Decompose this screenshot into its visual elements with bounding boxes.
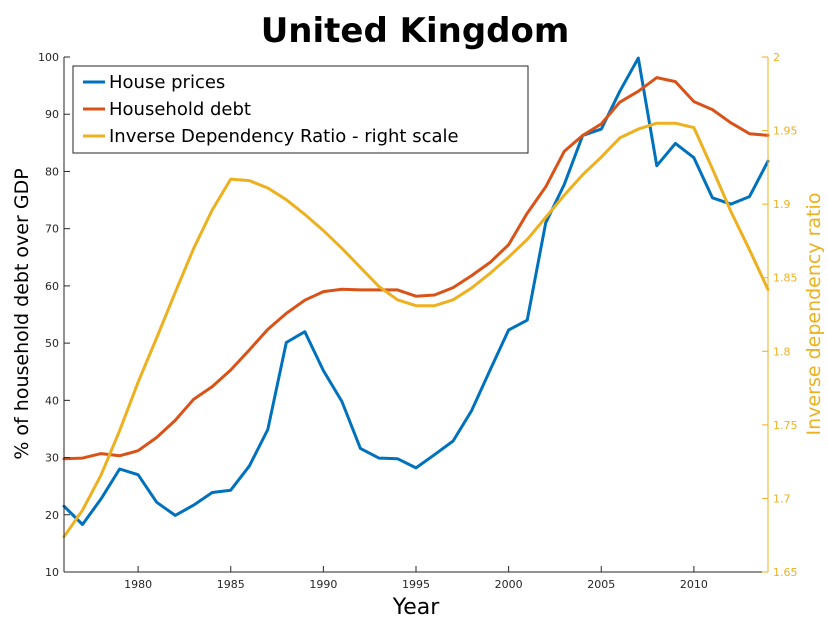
y-tick-label-left: 100 [38, 51, 59, 64]
y-tick-label-left: 40 [45, 394, 59, 407]
x-tick-label: 2000 [495, 578, 523, 591]
y-tick-label-left: 20 [45, 509, 59, 522]
y-tick-label-right: 1.9 [773, 198, 791, 211]
x-tick-label: 2005 [587, 578, 615, 591]
y-tick-label-left: 90 [45, 108, 59, 121]
y-tick-label-left: 30 [45, 452, 59, 465]
x-tick-label: 1980 [124, 578, 152, 591]
axes [63, 56, 769, 573]
y-tick-label-right: 1.75 [773, 419, 798, 432]
tick-labels: 1980 1985 1990 1995 2000 2005 2010102030405060… [38, 51, 798, 591]
x-tick-label: 1985 [217, 578, 245, 591]
legend-label-0: House prices [109, 72, 225, 93]
chart-title: United Kingdom [261, 11, 570, 51]
legend-label-1: Household debt [109, 99, 251, 120]
y-tick-label-right: 1.85 [773, 272, 798, 285]
x-tick-label: 1990 [309, 578, 337, 591]
y-tick-label-left: 80 [45, 165, 59, 178]
x-axis-label: Year [392, 595, 441, 620]
series-lines [62, 56, 770, 539]
y-tick-label-right: 1.8 [773, 345, 791, 358]
y-tick-label-left: 60 [45, 280, 59, 293]
series-line-2 [62, 121, 770, 539]
y-axis-label-left: % of household debt over GDP [11, 168, 33, 459]
y-tick-label-left: 50 [45, 337, 59, 350]
legend-box [72, 65, 529, 154]
y-tick-label-right: 2 [773, 51, 780, 64]
x-tick-label: 1995 [402, 578, 430, 591]
y-tick-label-left: 70 [45, 223, 59, 236]
legend-label-2: Inverse Dependency Ratio - right scale [109, 126, 459, 147]
y-tick-label-right: 1.7 [773, 492, 791, 505]
y-axis-label-right: Inverse dependency ratio [803, 193, 825, 436]
series-line-1 [62, 76, 770, 461]
y-tick-label-right: 1.65 [773, 566, 798, 579]
legend: House prices Household debt Inverse Depend… [72, 65, 529, 154]
y-tick-label-right: 1.95 [773, 125, 798, 138]
x-tick-label: 2010 [680, 578, 708, 591]
y-tick-label-left: 10 [45, 566, 59, 579]
series-line-0 [62, 56, 770, 526]
